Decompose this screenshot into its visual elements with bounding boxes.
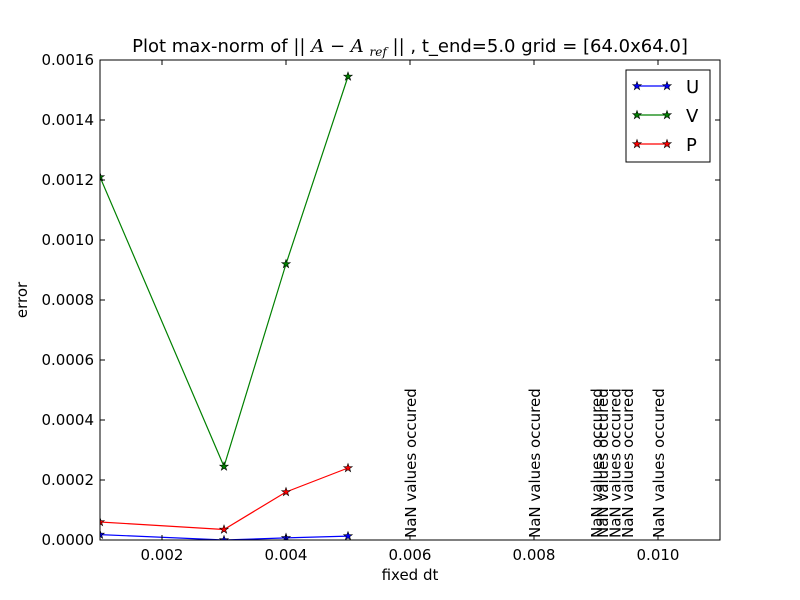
chart-title-math-close: || bbox=[393, 36, 405, 57]
data-point-P bbox=[342, 462, 354, 473]
series-layer bbox=[100, 71, 354, 540]
data-point-P bbox=[100, 516, 106, 527]
data-point-V bbox=[342, 71, 354, 81]
y-tick-label: 0.0008 bbox=[42, 291, 95, 309]
chart-title-math-aref: A bbox=[349, 36, 364, 57]
legend: UVP bbox=[625, 69, 711, 163]
y-tick-label: 0.0014 bbox=[42, 111, 95, 129]
legend-label-U: U bbox=[686, 77, 699, 98]
nan-annotation: NaN values occured bbox=[594, 388, 612, 538]
y-tick-label: 0.0012 bbox=[42, 171, 95, 189]
data-point-P bbox=[218, 524, 230, 534]
legend-entries: UVP bbox=[631, 77, 699, 156]
chart-title-math-sub: ref bbox=[370, 45, 390, 59]
x-tick-label: 0.008 bbox=[513, 546, 556, 564]
chart-title-math-a: A bbox=[309, 36, 324, 57]
data-point-V bbox=[280, 258, 292, 269]
data-point-U bbox=[100, 529, 106, 539]
x-tick-label: 0.010 bbox=[637, 546, 680, 564]
tick-layer: 0.002 0.004 0.006 0.008 0.010 0.0000 0.0002 0.0… bbox=[42, 51, 720, 564]
series-line-P bbox=[100, 467, 349, 531]
data-point-U bbox=[342, 530, 354, 540]
chart-title-math-minus: − bbox=[330, 36, 345, 57]
data-point-U bbox=[218, 534, 230, 540]
y-tick-label: 0.0002 bbox=[42, 471, 95, 489]
legend-marker-V bbox=[631, 109, 643, 120]
y-tick-label: 0.0006 bbox=[42, 351, 95, 369]
y-tick-label: 0.0010 bbox=[42, 231, 95, 249]
x-tick-label: 0.004 bbox=[265, 546, 308, 564]
chart-title-math-open: || bbox=[293, 36, 305, 57]
y-tick-label: 0.0004 bbox=[42, 411, 95, 429]
series-line-V bbox=[100, 76, 349, 469]
chart-title-prefix: Plot max-norm of bbox=[132, 36, 293, 57]
chart-title: Plot max-norm of || A − A ref || , t_end… bbox=[132, 36, 688, 61]
legend-marker-U bbox=[631, 80, 643, 91]
x-tick-label: 0.006 bbox=[389, 546, 432, 564]
x-tick-label: 0.002 bbox=[141, 546, 184, 564]
nan-annotation: NaN values occured bbox=[607, 388, 625, 538]
data-point-V bbox=[218, 461, 230, 471]
legend-marker-P bbox=[661, 138, 673, 149]
legend-marker-V bbox=[661, 109, 673, 120]
nan-annotation: NaN values occured bbox=[588, 388, 606, 538]
annotation-layer: NaN values occured NaN values occured NaN … bbox=[402, 388, 668, 538]
legend-marker-U bbox=[661, 80, 673, 91]
nan-annotation: NaN values occured bbox=[619, 388, 637, 538]
y-axis-label: error bbox=[13, 281, 31, 318]
nan-annotation: NaN values occured bbox=[650, 388, 668, 538]
legend-label-P: P bbox=[686, 135, 697, 156]
data-point-V bbox=[100, 171, 106, 182]
chart-title-suffix: , t_end=5.0 grid = [64.0x64.0] bbox=[410, 36, 687, 57]
nan-annotation: NaN values occured bbox=[402, 388, 420, 538]
y-tick-label: 0.0016 bbox=[42, 51, 95, 69]
nan-annotation: NaN values occured bbox=[526, 388, 544, 538]
legend-marker-P bbox=[631, 138, 643, 149]
plot-frame bbox=[99, 59, 721, 541]
y-tick-label: 0.0000 bbox=[42, 531, 95, 549]
x-axis-label: fixed dt bbox=[382, 566, 439, 584]
legend-label-V: V bbox=[686, 106, 699, 127]
data-point-P bbox=[280, 486, 292, 497]
